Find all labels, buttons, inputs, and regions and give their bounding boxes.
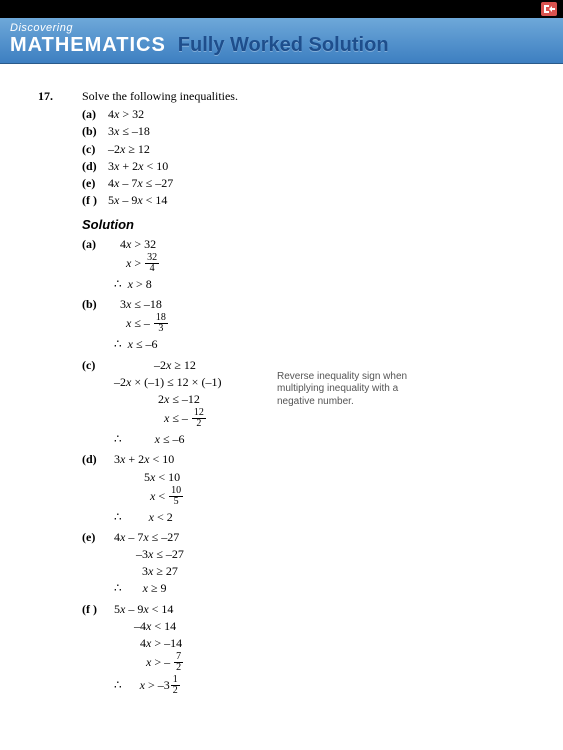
sol-line: 4x > –14: [114, 635, 523, 651]
banner-worked: Fully Worked Solution: [178, 34, 389, 57]
part-d: (d) 3x + 2x < 10: [82, 158, 523, 174]
app-topbar: [0, 0, 563, 18]
sol-label: (d): [82, 451, 97, 467]
question-number: 17.: [38, 88, 53, 104]
sol-line: ∴ x < 2: [114, 509, 523, 525]
header-banner: Discovering MATHEMATICS Fully Worked Sol…: [0, 18, 563, 64]
part-a: (a) 4x > 32: [82, 106, 523, 122]
part-b: (b) 3x ≤ –18: [82, 123, 523, 139]
sol-line: 4x – 7x ≤ –27: [114, 529, 523, 545]
solution-c: (c) –2x ≥ 12 –2x × (–1) ≤ 12 × (–1) 2x ≤…: [82, 357, 523, 448]
solution-note: Reverse inequality sign when multiplying…: [277, 371, 427, 409]
sol-line: ∴ x ≤ –6: [114, 336, 523, 352]
exit-icon[interactable]: [541, 2, 557, 16]
sol-line: 3x + 2x < 10: [114, 451, 523, 467]
sol-line: x > – 72: [114, 652, 523, 674]
solution-e: (e) 4x – 7x ≤ –27 –3x ≤ –27 3x ≥ 27 ∴ x …: [82, 529, 523, 597]
part-label: (e): [82, 175, 108, 191]
sol-line: 5x – 9x < 14: [114, 601, 523, 617]
banner-subtitle: Discovering: [10, 22, 553, 34]
sol-line: ∴ x > –312: [114, 675, 523, 697]
part-label: (c): [82, 141, 108, 157]
sol-line: 3x ≥ 27: [114, 563, 523, 579]
part-f: (f ) 5x – 9x < 14: [82, 192, 523, 208]
solution-f: (f ) 5x – 9x < 14 –4x < 14 4x > –14 x > …: [82, 601, 523, 698]
solution-a: (a) 4x > 32 x > 324 ∴ x > 8: [82, 236, 523, 292]
question-stem: Solve the following inequalities.: [82, 88, 523, 104]
part-label: (d): [82, 158, 108, 174]
sol-line: 3x ≤ –18: [114, 296, 523, 312]
page-content: 17. Solve the following inequalities. (a…: [0, 64, 563, 711]
sol-line: –3x ≤ –27: [114, 546, 523, 562]
part-e: (e) 4x – 7x ≤ –27: [82, 175, 523, 191]
sol-line: –4x < 14: [114, 618, 523, 634]
sol-line: x ≤ – 122: [114, 408, 523, 430]
part-label: (b): [82, 123, 108, 139]
part-label: (a): [82, 106, 108, 122]
part-text: 4x > 32: [108, 106, 144, 122]
sol-line: ∴ x > 8: [114, 276, 523, 292]
part-c: (c) –2x ≥ 12: [82, 141, 523, 157]
question-parts: (a) 4x > 32 (b) 3x ≤ –18 (c) –2x ≥ 12 (d…: [82, 106, 523, 208]
part-text: –2x ≥ 12: [108, 141, 150, 157]
solution-b: (b) 3x ≤ –18 x ≤ – 183 ∴ x ≤ –6: [82, 296, 523, 352]
banner-title: MATHEMATICS: [10, 34, 166, 57]
sol-label: (e): [82, 529, 95, 545]
sol-line: ∴ x ≤ –6: [114, 431, 523, 447]
sol-line: x < 105: [114, 486, 523, 508]
part-label: (f ): [82, 192, 108, 208]
sol-line: x ≤ – 183: [114, 313, 523, 335]
part-text: 3x ≤ –18: [108, 123, 150, 139]
sol-line: x > 324: [114, 253, 523, 275]
part-text: 3x + 2x < 10: [108, 158, 168, 174]
sol-label: (b): [82, 296, 97, 312]
sol-line: 5x < 10: [114, 469, 523, 485]
sol-label: (a): [82, 236, 96, 252]
sol-line: 4x > 32: [114, 236, 523, 252]
part-text: 5x – 9x < 14: [108, 192, 167, 208]
sol-label: (f ): [82, 601, 97, 617]
sol-label: (c): [82, 357, 95, 373]
sol-line: ∴ x ≥ 9: [114, 580, 523, 596]
part-text: 4x – 7x ≤ –27: [108, 175, 173, 191]
solution-d: (d) 3x + 2x < 10 5x < 10 x < 105 ∴ x < 2: [82, 451, 523, 525]
solution-heading: Solution: [82, 216, 523, 234]
